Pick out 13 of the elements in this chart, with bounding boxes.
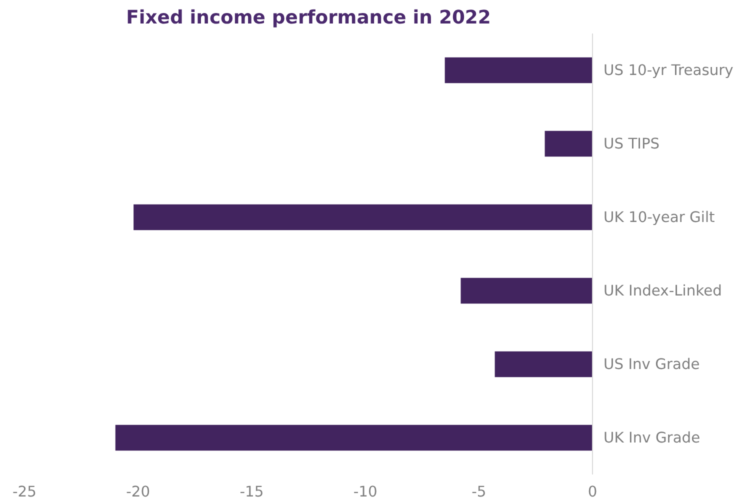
x-tick-label: -10 xyxy=(353,484,378,499)
x-tick-label: -15 xyxy=(240,484,264,499)
x-tick-label: -25 xyxy=(12,484,36,499)
chart-title: Fixed income performance in 2022 xyxy=(126,8,491,28)
y-tick-label: UK 10-year Gilt xyxy=(604,208,716,226)
y-tick-label: UK Inv Grade xyxy=(604,429,700,446)
x-tick-label: -5 xyxy=(472,484,486,499)
y-tick-label: US 10-yr Treasury xyxy=(604,62,734,79)
y-tick-label: US TIPS xyxy=(604,135,660,152)
y-tick-label: US Inv Grade xyxy=(604,356,700,373)
x-tick-label: -20 xyxy=(126,484,150,499)
y-tick-label: UK Index-Linked xyxy=(604,282,722,300)
x-tick-label: 0 xyxy=(588,484,598,499)
